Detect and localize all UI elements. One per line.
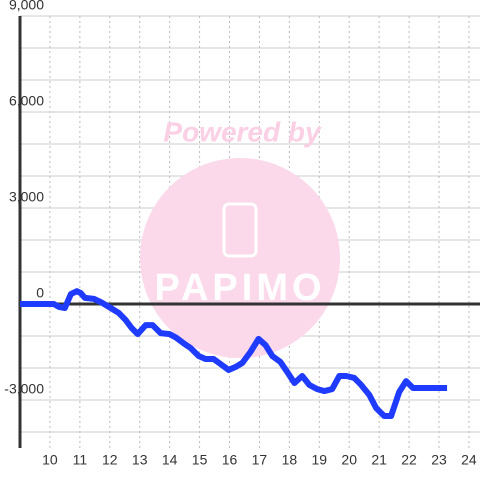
watermark-icon — [222, 202, 258, 258]
x-tick-label: 11 — [73, 452, 88, 468]
x-tick-label: 20 — [341, 452, 357, 468]
y-tick-label: 6,000 — [9, 93, 44, 109]
y-tick-label: 0 — [36, 285, 44, 301]
x-tick-label: 24 — [461, 452, 477, 468]
x-tick-label: 22 — [401, 452, 417, 468]
x-tick-label: 13 — [132, 452, 148, 468]
x-tick-label: 14 — [162, 452, 178, 468]
line — [20, 288, 448, 419]
x-tick-label: 17 — [252, 452, 268, 468]
x-tick-label: 12 — [102, 452, 118, 468]
x-tick-label: 10 — [42, 452, 58, 468]
x-tick-label: 15 — [192, 452, 208, 468]
watermark-circle — [140, 158, 340, 358]
x-tick-label: 21 — [371, 452, 387, 468]
x-tick-label: 18 — [282, 452, 298, 468]
x-tick-label: 23 — [431, 452, 447, 468]
x-tick-label: 16 — [222, 452, 238, 468]
y-tick-label: -3,000 — [4, 381, 44, 397]
y-tick-label: 3,000 — [9, 189, 44, 205]
watermark-text: Powered by — [163, 116, 322, 147]
watermark-text: PAPIMO — [154, 267, 325, 309]
y-tick-label: 9,000 — [9, 0, 44, 13]
watermark: Powered by PAPIMO — [140, 116, 340, 358]
x-tick-label: 19 — [311, 452, 327, 468]
